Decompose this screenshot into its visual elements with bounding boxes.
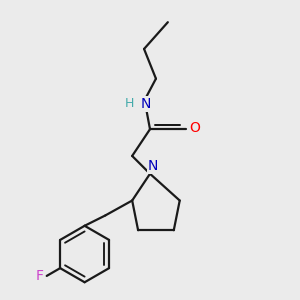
Text: N: N bbox=[148, 159, 158, 173]
Text: H: H bbox=[124, 98, 134, 110]
Text: N: N bbox=[140, 97, 151, 111]
Text: O: O bbox=[189, 121, 200, 135]
Text: F: F bbox=[35, 269, 43, 283]
